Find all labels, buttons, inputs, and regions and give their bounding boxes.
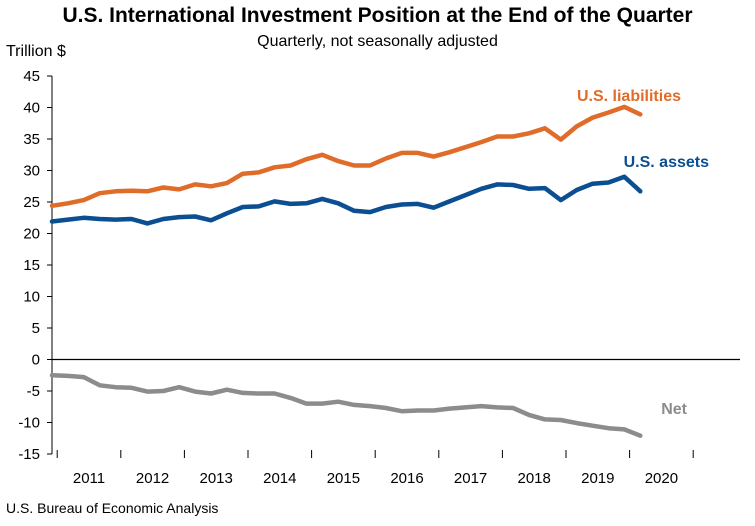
y-tick-label: 40 (23, 100, 40, 117)
chart-subtitle: Quarterly, not seasonally adjusted (257, 33, 498, 50)
y-tick-label: -10 (18, 415, 40, 432)
series-line-u-s-liabilities (49, 104, 643, 209)
x-tick-label: 2011 (73, 470, 105, 487)
x-tick-label: 2015 (327, 470, 360, 487)
y-tick-label: 35 (23, 131, 40, 148)
y-tick-label: 30 (23, 163, 40, 180)
series-label-u-s-liabilities: U.S. liabilities (577, 88, 681, 105)
x-tick-label: 2020 (645, 470, 678, 487)
series-line-u-s-assets (49, 174, 643, 226)
y-axis-label: Trillion $ (6, 43, 66, 60)
y-tick-label: 10 (23, 289, 40, 306)
x-tick-label: 2018 (518, 470, 551, 487)
y-tick-label: 0 (32, 352, 40, 369)
x-tick-label: 2013 (200, 470, 233, 487)
source-note: U.S. Bureau of Economic Analysis (6, 500, 219, 516)
y-tick-label: 20 (23, 226, 40, 243)
y-tick-label: 25 (23, 194, 40, 211)
chart-title: U.S. International Investment Position a… (62, 4, 693, 27)
x-tick-label: 2014 (263, 470, 296, 487)
series-label-net: Net (661, 401, 687, 418)
x-tick-label: 2012 (136, 470, 169, 487)
y-tick-label: -15 (18, 446, 40, 463)
y-tick-label: 45 (23, 68, 40, 85)
x-tick-label: 2016 (390, 470, 423, 487)
series-line-net (49, 373, 643, 438)
y-tick-label: 5 (32, 320, 40, 337)
y-tick-label: -5 (27, 383, 40, 400)
x-tick-label: 2017 (454, 470, 487, 487)
series-label-u-s-assets: U.S. assets (624, 154, 709, 171)
y-tick-label: 15 (23, 257, 40, 274)
x-tick-label: 2019 (581, 470, 614, 487)
